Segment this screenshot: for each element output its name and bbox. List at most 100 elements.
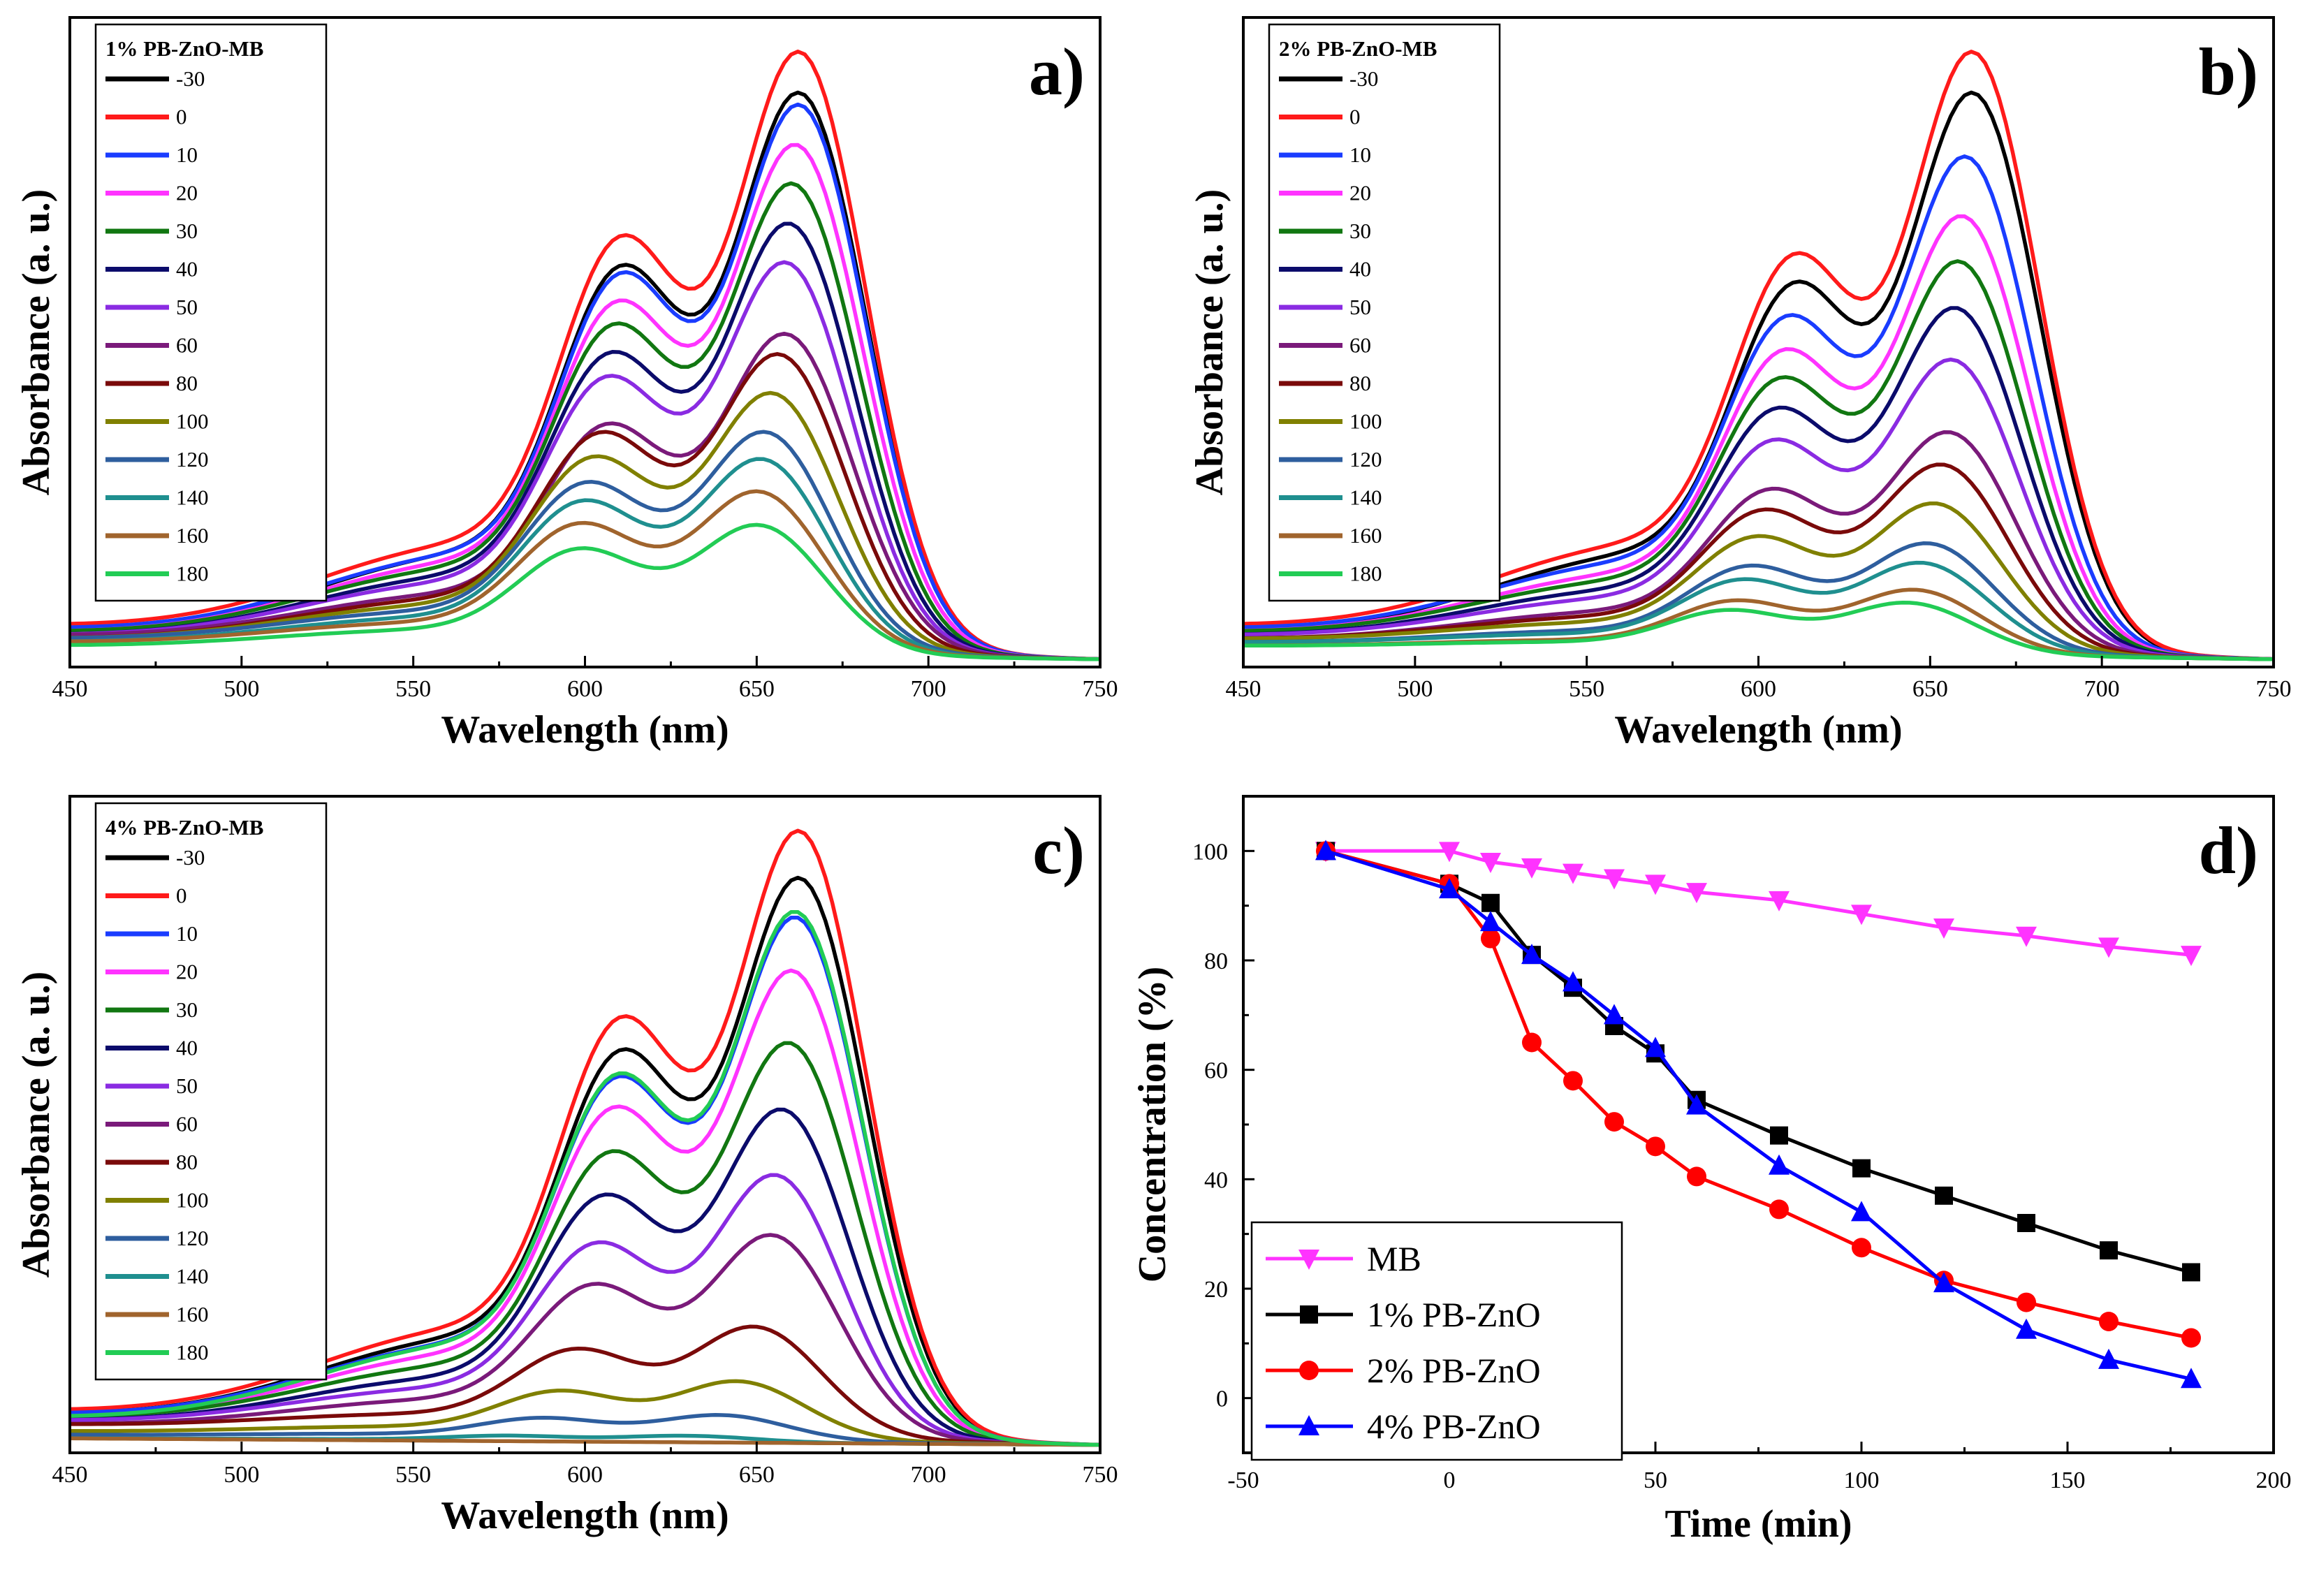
panel-d: -50 0 50 100 150 200 0 20 40 60 80 100 Time (min) Con…	[1131, 795, 2292, 1546]
y-axis-title-d: Concentration (%)	[1131, 967, 1174, 1283]
data-point-3-4	[1563, 971, 1583, 992]
legend-label-a--30: -30	[176, 66, 205, 91]
spectrum-curve-c-50	[69, 1173, 1101, 1447]
y-tick-label-d-80: 80	[1204, 949, 1228, 974]
legend-label-c-140: 140	[176, 1264, 209, 1289]
data-point-1-2	[1481, 893, 1500, 912]
legend-label-c-120: 120	[176, 1226, 209, 1250]
legend-box-a	[94, 23, 328, 602]
legend-label-b-10: 10	[1349, 142, 1371, 167]
data-point-2-13	[2181, 1328, 2201, 1348]
data-point-2-4	[1563, 1071, 1583, 1091]
spectrum-curve-a-10	[69, 102, 1101, 661]
data-point-0-4	[1563, 863, 1583, 884]
legend-label-a-120: 120	[176, 447, 209, 471]
legend-box-d	[1250, 1221, 1623, 1461]
spectrum-curve-b-40	[1243, 306, 2274, 661]
panel-label-c: c)	[1032, 813, 1085, 888]
data-point-3-6	[1645, 1037, 1666, 1057]
data-point-0-13	[2181, 946, 2202, 967]
x-axis-title-b: Wavelength (nm)	[1614, 708, 1902, 752]
legend-box-c	[94, 802, 328, 1381]
data-point-1-13	[2182, 1263, 2200, 1282]
data-point-2-9	[1852, 1238, 1871, 1258]
x-tick-label-c-500: 500	[224, 1462, 259, 1488]
x-tick-label-b-450: 450	[1226, 676, 1261, 702]
legend-label-c-60: 60	[176, 1112, 198, 1136]
legend-label-d-1: 1% PB-ZnO	[1367, 1295, 1541, 1334]
legend-marker-d-2	[1299, 1361, 1319, 1380]
x-tick-label-a-550: 550	[395, 676, 431, 702]
legend-label-b-60: 60	[1349, 333, 1371, 358]
data-point-0-7	[1686, 883, 1707, 904]
legend-label-b-180: 180	[1349, 562, 1382, 586]
y-tick-label-d-40: 40	[1204, 1167, 1228, 1193]
data-point-0-9	[1851, 905, 1872, 925]
legend-label-c-180: 180	[176, 1340, 209, 1365]
spectrum-curve-c-180	[69, 909, 1101, 1447]
legend-label-b-160: 160	[1349, 523, 1382, 548]
legend-title-a: 1% PB-ZnO-MB	[105, 36, 263, 61]
legend-label-a-160: 160	[176, 523, 209, 548]
legend-label-c-100: 100	[176, 1188, 209, 1213]
legend-label-b-30: 30	[1349, 219, 1371, 243]
data-point-1-8	[1770, 1126, 1788, 1145]
x-tick-label-a-750: 750	[1083, 676, 1118, 702]
panel-label-d: d)	[2199, 813, 2258, 888]
x-tick-label-b-700: 700	[2084, 676, 2120, 702]
x-tick-label-c-550: 550	[395, 1462, 431, 1488]
legend-label-b--30: -30	[1349, 66, 1378, 91]
legend-label-b-20: 20	[1349, 181, 1371, 205]
legend-title-b: 2% PB-ZnO-MB	[1279, 36, 1437, 61]
data-point-0-3	[1521, 858, 1542, 879]
x-tick-label-d-150: 150	[2050, 1467, 2086, 1493]
series-line-0	[1326, 849, 2192, 957]
legend-marker-d-1	[1300, 1305, 1318, 1324]
legend-label-a-80: 80	[176, 371, 198, 395]
x-tick-label-c-750: 750	[1083, 1462, 1118, 1488]
data-point-1-12	[2100, 1241, 2118, 1260]
legend-label-d-2: 2% PB-ZnO	[1367, 1351, 1541, 1390]
legend-label-c--30: -30	[176, 845, 205, 870]
data-point-3-7	[1686, 1094, 1707, 1115]
x-tick-label-a-700: 700	[911, 676, 946, 702]
legend-label-a-50: 50	[176, 295, 198, 319]
x-axis-title-d: Time (min)	[1664, 1502, 1852, 1546]
legend-label-b-0: 0	[1349, 105, 1361, 129]
y-tick-label-d-60: 60	[1204, 1058, 1228, 1084]
x-tick-label-d-100: 100	[1844, 1467, 1880, 1493]
y-axis-title-b: Absorbance (a. u.)	[1188, 189, 1231, 496]
data-point-0-6	[1645, 874, 1666, 895]
x-tick-label-d-50: 50	[1644, 1467, 1667, 1493]
data-point-0-8	[1769, 891, 1790, 912]
data-point-1-10	[1935, 1186, 1953, 1205]
data-point-1-9	[1852, 1159, 1871, 1178]
data-point-0-10	[1933, 918, 1954, 939]
spectrum-curve-a-50	[69, 260, 1101, 661]
data-point-2-2	[1481, 928, 1500, 949]
data-point-3-13	[2181, 1368, 2202, 1389]
y-tick-label-d-20: 20	[1204, 1277, 1228, 1303]
data-point-3-1	[1439, 878, 1460, 899]
data-point-0-5	[1604, 869, 1625, 890]
legend-label-c-40: 40	[176, 1036, 198, 1060]
legend-label-c-20: 20	[176, 960, 198, 984]
spectrum-curve-b-30	[1243, 259, 2274, 661]
data-point-3-8	[1769, 1154, 1790, 1175]
legend-label-a-140: 140	[176, 485, 209, 510]
legend-label-d-0: MB	[1367, 1239, 1421, 1278]
data-point-3-10	[1933, 1272, 1954, 1293]
x-tick-label-c-650: 650	[739, 1462, 775, 1488]
data-point-3-3	[1521, 944, 1542, 965]
x-tick-label-b-550: 550	[1569, 676, 1604, 702]
legend-label-a-20: 20	[176, 181, 198, 205]
x-tick-label-c-700: 700	[911, 1462, 946, 1488]
legend-title-c: 4% PB-ZnO-MB	[105, 815, 263, 840]
spectrum-curve-b-100	[1243, 501, 2274, 661]
data-point-2-8	[1769, 1199, 1789, 1220]
data-point-3-9	[1851, 1201, 1872, 1222]
x-axis-title-a: Wavelength (nm)	[441, 708, 729, 752]
